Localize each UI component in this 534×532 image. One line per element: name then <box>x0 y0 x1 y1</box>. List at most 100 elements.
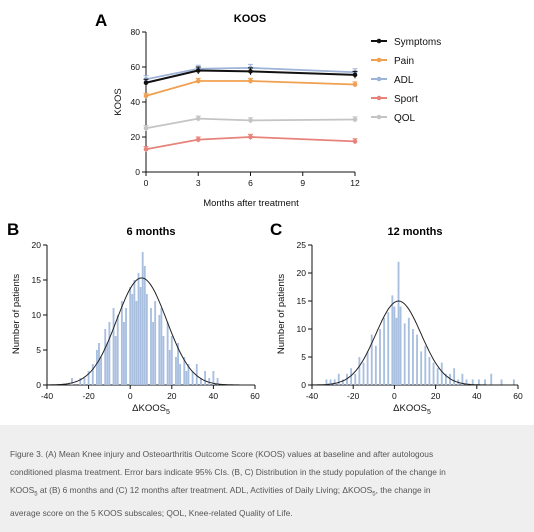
histogram-bar <box>216 378 219 385</box>
chart-a-y-tick-label: 40 <box>131 97 141 107</box>
histogram-bar <box>337 373 340 385</box>
caption-text: , the change in <box>375 485 431 495</box>
chart-c-y-tick-label: 15 <box>297 296 307 306</box>
chart-b-y-tick-label: 20 <box>32 240 42 250</box>
histogram-bar <box>104 329 107 385</box>
histogram-bar <box>168 350 171 385</box>
histogram-bar <box>199 378 202 385</box>
panel-letter-b: B <box>7 220 19 239</box>
chart-a-series-line-pain <box>145 80 356 97</box>
histogram-bar <box>420 351 423 385</box>
caption-line: KOOS5 at (B) 6 months and (C) 12 months … <box>10 481 522 504</box>
histogram-bar <box>471 379 474 385</box>
chart-a-x-tick-label: 0 <box>144 178 149 188</box>
histogram-bar <box>158 315 161 385</box>
histogram-bar <box>407 317 410 385</box>
chart-a-point-qol <box>143 125 149 131</box>
chart-a-point-pain <box>352 82 358 87</box>
chart-c-y-tick-label: 10 <box>297 324 307 334</box>
histogram-bar <box>162 336 165 385</box>
histogram-bar <box>191 371 194 385</box>
chart-c-y-tick-label: 25 <box>297 240 307 250</box>
legend-marker-symptoms <box>376 38 382 44</box>
legend-label-sport: Sport <box>394 94 418 105</box>
histogram-bar <box>436 368 439 385</box>
panel-letter-a: A <box>95 11 107 30</box>
figure-caption: Figure 3. (A) Mean Knee injury and Osteo… <box>0 425 534 532</box>
histogram-bar <box>490 373 493 385</box>
chart-a-y-tick-label: 20 <box>131 132 141 142</box>
histogram-bar <box>112 308 115 385</box>
histogram-bar <box>393 306 396 385</box>
chart-b-x-tick-label: 20 <box>167 391 177 401</box>
chart-c-title: 12 months <box>387 226 442 238</box>
histogram-bar <box>137 273 140 385</box>
histogram-bar <box>143 266 146 385</box>
histogram-bar <box>120 301 123 385</box>
histogram-bar <box>477 379 480 385</box>
histogram-bar <box>177 343 179 385</box>
chart-b-y-tick-label: 0 <box>36 380 41 390</box>
chart-b-x-tick-label: -20 <box>82 391 95 401</box>
histogram-bar <box>484 379 486 385</box>
caption-line: average score on the 5 KOOS subscales; Q… <box>10 507 293 518</box>
caption-line: conditioned plasma treatment. Error bars… <box>10 467 446 477</box>
histogram-bar <box>500 379 503 385</box>
histogram-bar <box>83 378 86 385</box>
chart-b-xlabel-sub: 5 <box>166 409 170 416</box>
panel-letter-c: C <box>270 220 282 239</box>
chart-a-point-sport <box>195 137 201 142</box>
koos-line-chart: KOOS KOOS Months after treatment 0204060… <box>113 13 441 209</box>
histogram-bar <box>370 334 373 385</box>
histogram-bar <box>87 371 90 385</box>
chart-a-x-tick-label: 9 <box>300 178 305 188</box>
chart-a-point-sport <box>143 146 149 152</box>
legend-marker-sport <box>376 95 382 101</box>
histogram-bar <box>141 252 144 385</box>
chart-c-ylabel: Number of patients <box>276 274 287 355</box>
caption-sub: 5 <box>34 491 38 498</box>
histogram-bar <box>341 379 344 385</box>
histogram-bar <box>461 373 464 385</box>
histogram-bar <box>98 343 100 385</box>
caption-sub: 5 <box>372 491 376 498</box>
histogram-bar <box>325 379 328 385</box>
histogram-bar <box>329 379 332 385</box>
histogram-bar <box>185 371 188 385</box>
chart-b-normal-curve <box>47 277 255 386</box>
chart-c-x-tick-label: 60 <box>513 391 523 401</box>
chart-a-xlabel: Months after treatment <box>203 198 299 209</box>
histogram-bar <box>106 343 109 385</box>
chart-a-series-line-qol <box>145 117 356 130</box>
chart-b-x-tick-label: -40 <box>41 391 54 401</box>
chart-a-point-sport <box>352 139 358 144</box>
histogram-bar <box>170 336 173 385</box>
chart-b-ylabel: Number of patients <box>11 274 22 355</box>
histogram-bar <box>91 364 94 385</box>
chart-c-y-tick-label: 5 <box>301 352 306 362</box>
chart-c-x-tick-label: 20 <box>431 391 441 401</box>
histogram-bar <box>129 287 132 385</box>
chart-a-point-qol <box>248 118 253 123</box>
chart-a-y-tick-label: 60 <box>131 62 141 72</box>
chart-b-title: 6 months <box>127 226 176 238</box>
histogram-bar <box>152 322 155 385</box>
chart-a-series-line-adl <box>145 66 356 81</box>
histogram-bar <box>154 301 157 385</box>
histogram-bar <box>366 351 369 385</box>
chart-b-x-tick-label: 0 <box>128 391 133 401</box>
chart-a-point-pain <box>195 78 201 84</box>
histogram-12-months: 12 months Number of patients ΔKOOS5 0510… <box>276 226 523 416</box>
histogram-bar <box>395 317 398 385</box>
histogram-bar <box>403 323 406 385</box>
chart-a-series-line-symptoms <box>145 69 356 84</box>
histogram-bar <box>100 357 103 385</box>
histogram-bar <box>160 308 163 385</box>
histogram-bar <box>179 364 182 385</box>
histogram-bar <box>440 362 443 385</box>
histogram-bar <box>204 371 207 385</box>
histogram-bar <box>379 329 381 385</box>
histogram-bar <box>428 357 431 385</box>
chart-a-point-symptoms <box>352 72 358 78</box>
histogram-bar <box>444 373 447 385</box>
